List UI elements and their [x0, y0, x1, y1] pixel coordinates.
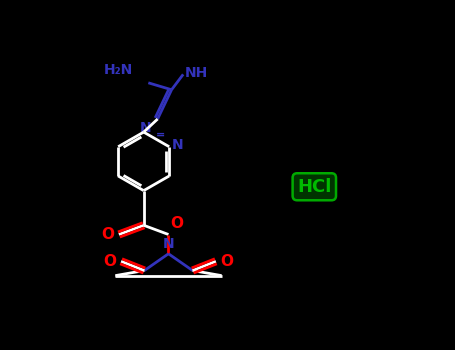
- Text: H₂N: H₂N: [104, 63, 133, 77]
- Text: O: O: [103, 254, 116, 269]
- Text: O: O: [170, 216, 183, 231]
- Text: N: N: [140, 121, 152, 135]
- Text: O: O: [221, 254, 233, 269]
- Text: N: N: [172, 138, 183, 152]
- Text: NH: NH: [185, 66, 208, 80]
- Text: HCl: HCl: [297, 178, 332, 196]
- Text: N: N: [163, 237, 174, 251]
- Text: O: O: [101, 227, 114, 242]
- Text: =: =: [156, 130, 165, 139]
